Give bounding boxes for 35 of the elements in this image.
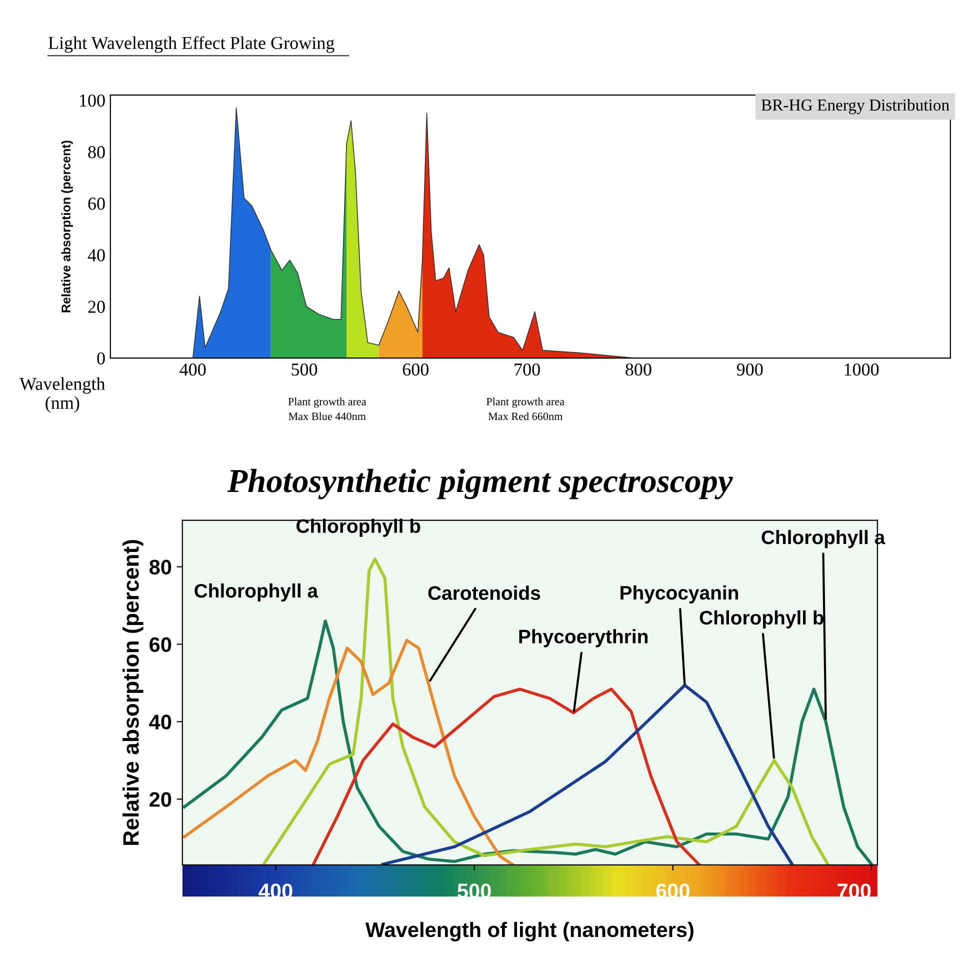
annotation: Chlorophyll b	[700, 610, 824, 628]
x-tick-label: 400	[180, 363, 206, 376]
y-tick-label: 60	[150, 637, 172, 652]
y-axis-title: Relative absorption (percent)	[61, 140, 73, 312]
x-axis-title: Wavelength (nm)	[20, 377, 106, 413]
y-tick-label: 40	[149, 714, 172, 730]
x-tick-label: 700	[514, 363, 540, 376]
annotation: Phycocyanin	[620, 585, 738, 604]
annotation: Chlorophyll b	[296, 518, 420, 537]
chart-title: Light Wavelength Effect Plate Growing	[48, 36, 334, 53]
chart-title: Photosynthetic pigment spectroscopy	[227, 468, 733, 500]
x-tick-label: 600	[402, 363, 429, 376]
y-tick-label: 40	[88, 249, 105, 262]
y-axis-title: Relative absorption (percent)	[122, 540, 144, 845]
y-tick-label: 20	[88, 300, 105, 313]
line-series	[182, 638, 514, 865]
annotation: Carotenoids	[428, 586, 540, 600]
annotation: Chlorophyll a	[194, 583, 318, 602]
text: Plant growth area Max Red 660nm	[486, 398, 564, 420]
annotation: Phycoerythrin	[519, 629, 648, 648]
x-axis-title: Wavelength of light (nanometers)	[365, 922, 694, 942]
line-series	[381, 684, 794, 865]
line-series	[312, 688, 700, 865]
text: Plant growth area Max Blue 440nm	[288, 398, 366, 420]
y-tick-label: 80	[149, 560, 172, 575]
y-tick-label: 0	[97, 352, 105, 365]
y-tick-label: 20	[150, 792, 172, 807]
y-tick-label: 100	[80, 94, 105, 107]
annotation: BR-HG Energy Distribution	[761, 98, 950, 114]
y-tick-label: 60	[88, 198, 105, 210]
x-tick-label: 1000	[844, 363, 879, 376]
y-tick-label: 80	[88, 146, 105, 158]
x-tick-label: 800	[626, 363, 652, 376]
x-tick-label: 500	[292, 363, 318, 376]
x-tick-label: 900	[736, 363, 763, 376]
